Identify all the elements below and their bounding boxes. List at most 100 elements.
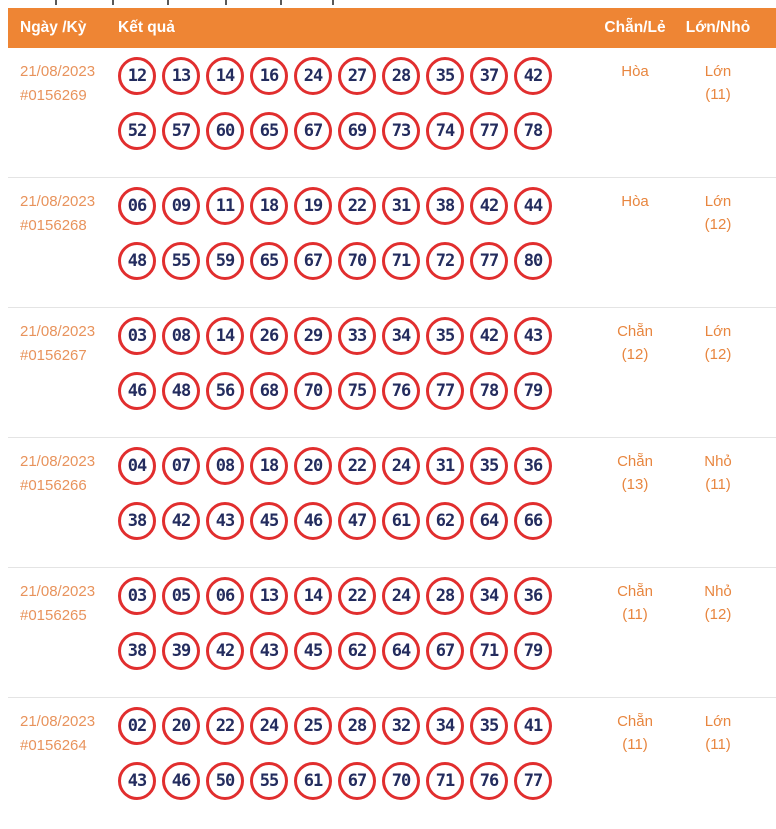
result-numbers-cell: 06 09 11 18 19 22 31 38 42 44 48 55 59 65 67 70 71 72 77 8…: [118, 187, 594, 307]
draw-id: #0156266: [20, 477, 87, 494]
number-ball: 14: [206, 57, 244, 95]
numbers-line-1: 03 08 14 26 29 33 34 35 42 43: [118, 317, 594, 355]
number-ball: 79: [514, 632, 552, 670]
number-ball: 08: [162, 317, 200, 355]
number-ball: 25: [294, 707, 332, 745]
number-ball: 43: [206, 502, 244, 540]
even-odd-cell: Chẵn (11): [594, 577, 676, 697]
column-header-big-small: Lớn/Nhỏ: [685, 19, 751, 36]
even-odd-value: Chẵn: [617, 583, 653, 600]
number-ball: 67: [294, 242, 332, 280]
number-ball: 70: [382, 762, 420, 800]
even-odd-count: (11): [622, 736, 648, 753]
number-ball: 05: [162, 577, 200, 615]
big-small-cell: Lớn (11): [676, 57, 760, 177]
numbers-line-2: 52 57 60 65 67 69 73 74 77 78: [118, 112, 594, 150]
number-ball: 24: [250, 707, 288, 745]
number-ball: 20: [162, 707, 200, 745]
big-small-cell: Nhỏ (12): [676, 577, 760, 697]
number-ball: 08: [206, 447, 244, 485]
number-ball: 03: [118, 317, 156, 355]
number-ball: 06: [206, 577, 244, 615]
number-ball: 71: [426, 762, 464, 800]
draw-date-cell: 21/08/2023 #0156267: [8, 317, 118, 437]
number-ball: 29: [294, 317, 332, 355]
number-ball: 28: [338, 707, 376, 745]
number-ball: 12: [118, 57, 156, 95]
number-ball: 35: [426, 317, 464, 355]
number-ball: 24: [382, 577, 420, 615]
number-ball: 46: [162, 762, 200, 800]
number-ball: 69: [338, 112, 376, 150]
draw-date: 21/08/2023: [20, 193, 96, 210]
number-ball: 38: [118, 632, 156, 670]
big-small-cell: Lớn (12): [676, 317, 760, 437]
number-ball: 06: [118, 187, 156, 225]
number-ball: 73: [382, 112, 420, 150]
number-ball: 67: [426, 632, 464, 670]
number-ball: 27: [338, 57, 376, 95]
draw-date: 21/08/2023: [20, 63, 96, 80]
draw-date-cell: 21/08/2023 #0156269: [8, 57, 118, 177]
cropped-text-fragment: [332, 0, 334, 5]
draw-date: 21/08/2023: [20, 453, 96, 470]
number-ball: 07: [162, 447, 200, 485]
big-small-count: (12): [704, 216, 732, 233]
number-ball: 55: [250, 762, 288, 800]
numbers-line-2: 46 48 56 68 70 75 76 77 78 79: [118, 372, 594, 410]
number-ball: 24: [382, 447, 420, 485]
result-numbers-cell: 04 07 08 18 20 22 24 31 35 36 38 42 43 45 46 47 61 62 64 6…: [118, 447, 594, 567]
even-odd-count: (11): [622, 606, 648, 623]
number-ball: 22: [338, 447, 376, 485]
cropped-text-fragment: [112, 0, 114, 5]
number-ball: 45: [294, 632, 332, 670]
number-ball: 74: [426, 112, 464, 150]
draw-date-cell: 21/08/2023 #0156268: [8, 187, 118, 307]
number-ball: 60: [206, 112, 244, 150]
table-row: 21/08/2023 #0156269 12 13 14 16 24 27 28 35 37 42…: [8, 48, 776, 178]
even-odd-value: Chẵn: [617, 453, 653, 470]
number-ball: 68: [250, 372, 288, 410]
even-odd-value: Chẵn: [617, 323, 653, 340]
number-ball: 36: [514, 447, 552, 485]
number-ball: 43: [514, 317, 552, 355]
draw-id: #0156265: [20, 607, 87, 624]
number-ball: 59: [206, 242, 244, 280]
even-odd-cell: Chẵn (11): [594, 707, 676, 824]
number-ball: 56: [206, 372, 244, 410]
number-ball: 61: [294, 762, 332, 800]
big-small-value: Lớn: [704, 323, 732, 340]
number-ball: 42: [206, 632, 244, 670]
numbers-line-1: 06 09 11 18 19 22 31 38 42 44: [118, 187, 594, 225]
number-ball: 22: [338, 577, 376, 615]
number-ball: 41: [514, 707, 552, 745]
number-ball: 50: [206, 762, 244, 800]
number-ball: 14: [206, 317, 244, 355]
even-odd-cell: Chẵn (12): [594, 317, 676, 437]
draw-id: #0156269: [20, 87, 87, 104]
big-small-count: (11): [705, 476, 731, 493]
number-ball: 64: [382, 632, 420, 670]
number-ball: 13: [250, 577, 288, 615]
number-ball: 14: [294, 577, 332, 615]
numbers-line-2: 43 46 50 55 61 67 70 71 76 77: [118, 762, 594, 800]
numbers-line-1: 04 07 08 18 20 22 24 31 35 36: [118, 447, 594, 485]
even-odd-count: (13): [621, 476, 649, 493]
number-ball: 42: [162, 502, 200, 540]
big-small-count: (12): [704, 606, 732, 623]
draw-date: 21/08/2023: [20, 583, 96, 600]
number-ball: 16: [250, 57, 288, 95]
big-small-count: (12): [704, 346, 732, 363]
number-ball: 34: [426, 707, 464, 745]
table-row: 21/08/2023 #0156264 02 20 22 24 25 28 32 34 35 41…: [8, 698, 776, 824]
big-small-cell: Lớn (12): [676, 187, 760, 307]
draw-date: 21/08/2023: [20, 323, 96, 340]
number-ball: 24: [294, 57, 332, 95]
big-small-cell: Nhỏ (11): [676, 447, 760, 567]
number-ball: 46: [294, 502, 332, 540]
number-ball: 48: [118, 242, 156, 280]
even-odd-cell: Hòa: [594, 187, 676, 307]
number-ball: 34: [470, 577, 508, 615]
number-ball: 62: [338, 632, 376, 670]
number-ball: 46: [118, 372, 156, 410]
